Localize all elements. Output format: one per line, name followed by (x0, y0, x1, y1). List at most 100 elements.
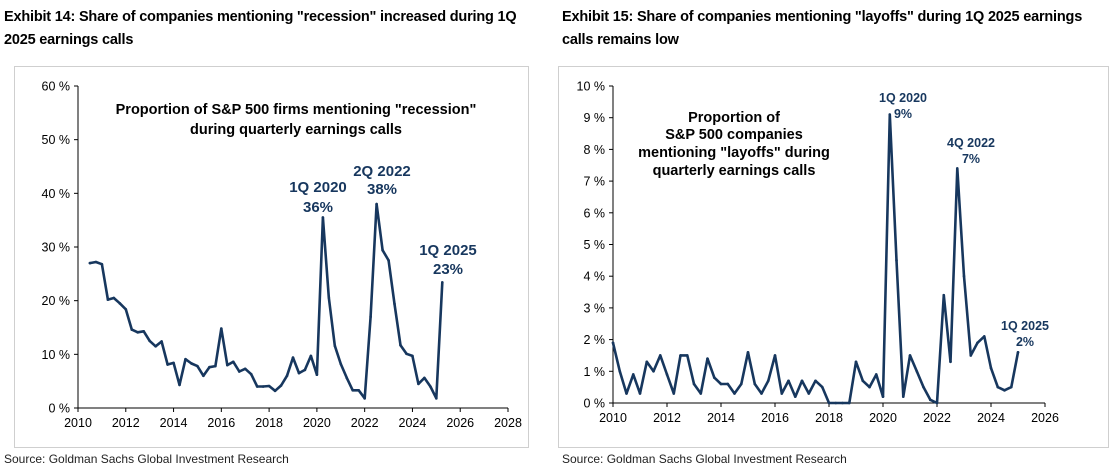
data-point (807, 392, 811, 395)
data-point (291, 356, 295, 359)
recession-chart-y-ticks: 0 % 10 % 20 % 30 % 40 % 50 % 60 % (42, 80, 78, 416)
data-point (172, 361, 175, 365)
data-point (273, 389, 277, 393)
exhibit-15-source: Source: Goldman Sachs Global Investment … (562, 452, 847, 466)
x-tick-label: 2024 (399, 416, 427, 430)
data-point (827, 401, 831, 405)
data-point (399, 343, 402, 347)
data-point (208, 365, 211, 369)
exhibit-15-title-line-2: calls remains low (562, 32, 679, 48)
layoffs-annotation-4q2022-label: 4Q 2022 (947, 136, 995, 150)
data-point (1009, 385, 1013, 389)
recession-series-line (88, 202, 444, 400)
data-point (935, 401, 939, 405)
recession-chart: 0 % 10 % 20 % 30 % 40 % 50 % 60 % 2010 2012 2014… (14, 66, 529, 448)
x-tick-label: 2026 (1031, 411, 1059, 425)
x-tick-label: 2012 (112, 416, 140, 430)
data-point (387, 259, 390, 262)
x-tick-label: 2026 (446, 416, 474, 430)
data-point (321, 216, 325, 219)
y-tick-label: 0 % (583, 397, 605, 411)
layoffs-chart-y-ticks: 0 % 1 % 2 % 3 % 4 % 5 % 6 % 7 % 8 % 9 % 10 % (577, 80, 613, 411)
data-point (363, 397, 366, 400)
data-point (834, 401, 838, 405)
y-tick-label: 6 % (583, 206, 605, 220)
recession-annotation-2q2022-label: 2Q 2022 (353, 163, 411, 180)
y-tick-label: 60 % (42, 80, 71, 94)
data-point (214, 364, 217, 368)
recession-annotation-1q2025-label: 1Q 2025 (419, 242, 477, 259)
exhibit-14-title: Exhibit 14: Share of companies mentionin… (4, 6, 544, 52)
data-point (429, 385, 432, 388)
x-tick-label: 2016 (761, 411, 789, 425)
x-tick-label: 2022 (923, 411, 951, 425)
x-tick-label: 2028 (494, 416, 522, 430)
data-point (692, 382, 696, 386)
data-point (405, 352, 408, 356)
data-point (908, 354, 912, 357)
data-point (888, 113, 892, 116)
data-point (351, 388, 355, 392)
data-point (243, 367, 247, 371)
data-point (868, 385, 871, 389)
data-point (766, 379, 770, 383)
data-point (166, 363, 169, 366)
data-point (315, 373, 319, 377)
data-point (942, 293, 946, 297)
x-tick-label: 2020 (869, 411, 897, 425)
data-point (196, 364, 199, 368)
layoffs-chart-title-line-2: S&P 500 companies (665, 127, 803, 143)
data-point (369, 315, 372, 319)
data-point (989, 366, 993, 370)
data-point (861, 379, 865, 383)
data-point (699, 392, 703, 395)
exhibit-14-title-line-2: 2025 earnings calls (4, 32, 134, 48)
data-point (118, 302, 122, 305)
data-point (800, 379, 804, 383)
layoffs-chart-title-line-1: Proportion of (688, 110, 780, 126)
y-tick-label: 40 % (42, 187, 71, 201)
data-point (969, 354, 973, 357)
data-point (88, 261, 92, 265)
data-point (854, 360, 858, 364)
data-point (237, 370, 241, 373)
data-point (672, 392, 676, 395)
data-point (220, 327, 223, 330)
x-tick-label: 2024 (977, 411, 1005, 425)
data-point (780, 392, 784, 395)
data-point (760, 392, 763, 395)
layoffs-series-points (611, 113, 1020, 405)
x-tick-label: 2016 (207, 416, 235, 430)
y-tick-label: 4 % (583, 270, 605, 284)
data-point (773, 354, 777, 357)
x-tick-label: 2010 (64, 416, 92, 430)
y-tick-label: 0 % (48, 402, 70, 416)
x-tick-label: 2022 (351, 416, 379, 430)
recession-chart-title-line-2: during quarterly earnings calls (190, 122, 402, 138)
data-point (618, 370, 622, 373)
data-point (611, 341, 615, 345)
data-point (733, 392, 736, 395)
data-point (652, 370, 655, 373)
x-tick-label: 2014 (160, 416, 188, 430)
data-point (753, 382, 757, 386)
data-point (441, 281, 444, 284)
data-point (847, 401, 851, 405)
data-point (955, 167, 959, 170)
data-point (915, 370, 919, 373)
data-point (435, 397, 438, 400)
y-tick-label: 3 % (583, 301, 605, 315)
data-point (357, 388, 360, 392)
recession-series-points (88, 202, 444, 400)
data-point (279, 384, 283, 387)
data-point (793, 395, 797, 398)
data-point (679, 354, 682, 357)
recession-annotation-1q2020-label: 1Q 2020 (289, 179, 347, 196)
data-point (787, 379, 790, 383)
data-point (255, 385, 259, 388)
data-point (739, 382, 743, 386)
data-point (327, 296, 331, 299)
data-point (976, 341, 979, 345)
exhibit-14-source: Source: Goldman Sachs Global Investment … (4, 452, 289, 466)
data-point (638, 392, 642, 395)
